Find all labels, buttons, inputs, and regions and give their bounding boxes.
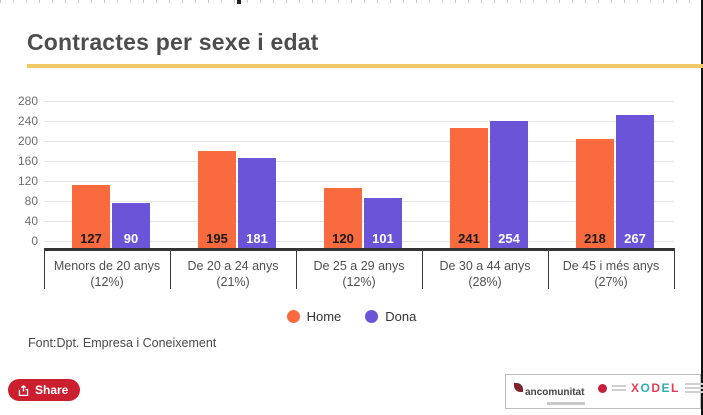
y-axis-tick-160: 160 [17,154,38,168]
bar-home-1: 195 [198,150,236,248]
xodel-stamp-icon [598,383,607,393]
y-axis-tick-80: 80 [24,194,38,208]
xodel-tagline [684,383,703,393]
mancomunitat-tagline [547,402,585,405]
bar-value-label: 120 [332,231,354,246]
top-ruler-ticks [0,0,703,3]
gridline-120 [44,181,674,182]
xodel-stamp-text [612,385,626,391]
legend-dot-dona [365,310,379,323]
title-accent-rule [27,64,703,68]
bar-value-label: 181 [246,231,268,246]
bar-dona-0: 90 [112,203,150,248]
category-label: De 30 a 44 anys [439,259,531,273]
category-separator-4 [548,248,549,289]
bar-dona-4: 267 [616,114,654,248]
bar-value-label: 241 [458,231,480,246]
legend-label-home: Home [306,309,342,324]
bar-dona-1: 181 [238,157,276,248]
category-separator-3 [422,248,423,289]
bar-value-label: 254 [498,231,520,246]
category-separator-2 [296,248,297,289]
category-separator-1 [170,248,171,289]
share-icon [18,384,29,396]
share-button-label: Share [35,383,69,397]
category-percentage: (12%) [90,275,124,289]
chart-legend: Home Dona [0,309,703,324]
category-percentage: (12%) [342,275,376,289]
page-title: Contractes per sexe i edat [27,29,319,55]
mancomunitat-logo-text: ancomunitat [525,387,585,398]
mancomunitat-icon [514,383,523,392]
bar-value-label: 195 [206,231,228,246]
bar-value-label: 101 [372,231,394,246]
category-label: De 20 a 24 anys [187,259,279,273]
x-axis-category-0: Menors de 20 anys (12%) [44,254,170,290]
bar-value-label: 267 [624,231,646,246]
y-axis-tick-240: 240 [17,114,38,128]
bar-home-3: 241 [450,127,488,248]
xodel-logo: XODEL [598,381,703,395]
bar-home-0: 127 [72,184,110,248]
share-button[interactable]: Share [8,379,81,401]
xodel-logo-text: XODEL [631,381,680,395]
top-ruler-mark [237,0,241,4]
x-axis-baseline [44,248,674,251]
y-axis-tick-0: 0 [31,234,38,248]
category-separator-5 [674,248,675,289]
x-axis-category-4: De 45 i més anys (27%) [548,254,674,290]
category-percentage: (28%) [468,275,502,289]
x-axis-category-1: De 20 a 24 anys (21%) [170,254,296,290]
legend-item-dona: Dona [365,309,416,324]
gridline-280 [44,101,674,102]
y-axis-tick-200: 200 [17,134,38,148]
bar-value-label: 218 [584,231,606,246]
legend-label-dona: Dona [385,309,417,324]
gridline-240 [44,121,674,122]
bar-home-2: 120 [324,188,362,248]
gridline-200 [44,141,674,142]
gridline-160 [44,161,674,162]
bar-value-label: 90 [123,231,139,246]
footer-logos: ancomunitat XODEL [505,374,703,409]
category-percentage: (21%) [216,275,250,289]
y-axis-tick-280: 280 [17,94,38,108]
frame-right-border [701,0,703,415]
bar-dona-2: 101 [364,197,402,248]
bar-dona-3: 254 [490,121,528,248]
legend-item-home: Home [286,309,342,324]
mancomunitat-logo: ancomunitat [514,382,585,405]
category-label: Menors de 20 anys [53,259,161,273]
y-axis-tick-120: 120 [17,174,38,188]
source-text: Font:Dpt. Empresa i Coneixement [28,336,217,350]
category-percentage: (27%) [594,275,628,289]
bar-value-label: 127 [80,231,102,246]
legend-dot-home [286,310,300,323]
bar-home-4: 218 [576,139,614,248]
category-label: De 25 a 29 anys [313,259,405,273]
x-axis-category-2: De 25 a 29 anys (12%) [296,254,422,290]
category-separator-0 [44,248,45,289]
x-axis-category-3: De 30 a 44 anys (28%) [422,254,548,290]
category-label: De 45 i més anys [562,259,660,273]
y-axis-tick-40: 40 [24,214,38,228]
